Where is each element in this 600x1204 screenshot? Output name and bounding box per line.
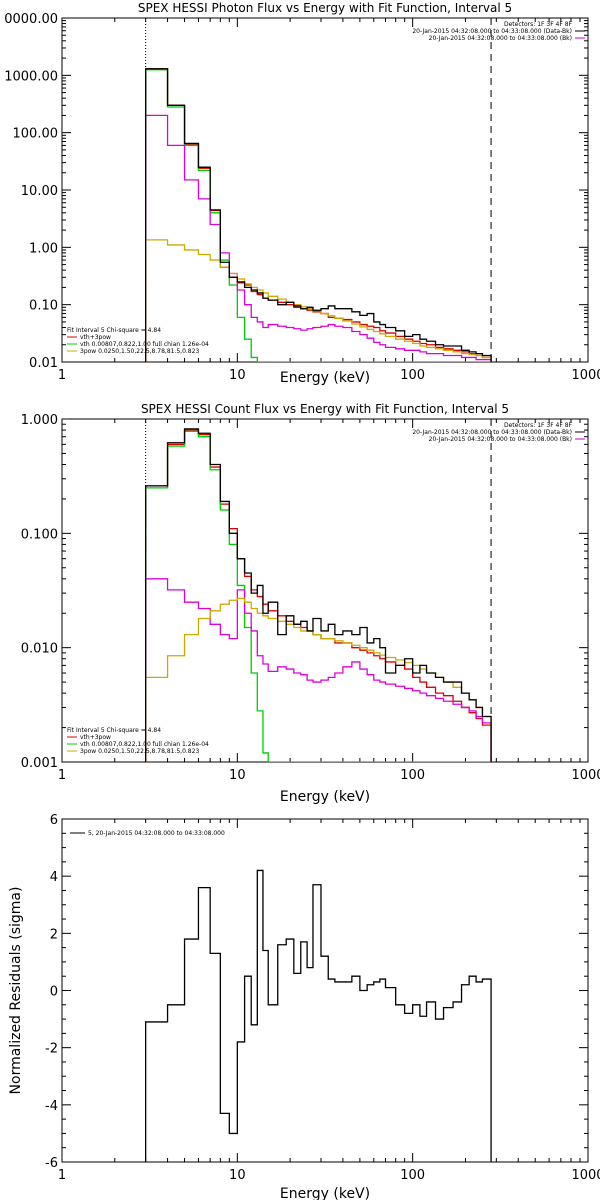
series-line-3 — [145, 114, 492, 362]
annotation-line: vth+3pow — [80, 734, 111, 741]
y-tick-label: 0.001 — [21, 756, 58, 771]
x-tick-label: 1000 — [571, 768, 600, 783]
y-tick-label: 0 — [50, 985, 58, 1000]
y-tick-label: 0.010 — [21, 642, 58, 657]
y-tick-label: -2 — [45, 1042, 58, 1057]
y-tick-label: 10.00 — [21, 184, 58, 199]
x-axis-label: Energy (keV) — [280, 789, 370, 805]
x-tick-label: 10 — [229, 768, 246, 783]
annotation-line: vth 0.00807,0.822,1.00 full chian 1.26e-… — [80, 741, 209, 748]
annotation-line: vth+3pow — [80, 334, 111, 341]
y-tick-label: -6 — [45, 1156, 58, 1171]
x-tick-label: 1 — [58, 768, 66, 783]
x-tick-label: 100 — [400, 1168, 425, 1183]
y-tick-label: 0.01 — [29, 356, 58, 371]
x-axis-label: Energy (keV) — [280, 1186, 370, 1200]
y-tick-label: 0000.00 — [4, 12, 58, 27]
series-line-0 — [145, 869, 492, 1162]
x-tick-label: 100 — [400, 768, 425, 783]
series-line-4 — [145, 239, 492, 362]
series-line-1 — [145, 429, 492, 762]
y-tick-label: 100.00 — [13, 127, 59, 142]
y-tick-label: 0.10 — [29, 299, 58, 314]
y-tick-label: 1.00 — [29, 241, 58, 256]
fit-annotation: Fit Interval 5 Chi-square = 4.84 — [67, 727, 161, 734]
y-tick-label: 4 — [50, 870, 58, 885]
series-line-2 — [145, 69, 492, 362]
series-line-0 — [145, 68, 492, 362]
series-line-3 — [145, 578, 492, 762]
x-tick-label: 1000 — [571, 1168, 600, 1183]
x-tick-label: 1 — [58, 368, 66, 383]
x-tick-label: 100 — [400, 368, 425, 383]
y-tick-label: 2 — [50, 927, 58, 942]
series-line-2 — [145, 430, 492, 762]
legend-label: 5, 20-Jan-2015 04:32:08.000 to 04:33:08.… — [88, 830, 225, 837]
header-line: 20-Jan-2015 04:32:08.000 to 04:33:08.000… — [412, 429, 572, 436]
plot-frame — [61, 17, 589, 363]
fit-annotation: Fit Interval 5 Chi-square = 4.84 — [67, 327, 161, 334]
y-tick-label: 0.100 — [21, 527, 58, 542]
series-line-1 — [145, 68, 492, 362]
series-line-4 — [145, 597, 492, 762]
y-tick-label: 1000.00 — [4, 69, 58, 84]
x-tick-label: 1000 — [571, 368, 600, 383]
x-tick-label: 10 — [229, 1168, 246, 1183]
annotation-line: 3pow 0.0250,1.50,22.5,8.78,81.5,0.823 — [80, 348, 199, 355]
chart-title: SPEX HESSI Photon Flux vs Energy with Fi… — [138, 1, 512, 15]
y-tick-label: 6 — [50, 813, 58, 828]
y-tick-label: 1.000 — [21, 413, 58, 428]
series-line-0 — [145, 428, 492, 762]
plot-frame — [61, 818, 589, 1163]
header-line: 20-Jan-2015 04:32:08.000 to 04:33:08.000… — [429, 436, 572, 443]
header-line: Detectors: 1F 3F 4F 8F — [504, 21, 573, 28]
header-line: 20-Jan-2015 04:32:08.000 to 04:33:08.000… — [429, 35, 572, 42]
annotation-line: 3pow 0.0250,1.50,22.5,8.78,81.5,0.823 — [80, 748, 199, 755]
x-tick-label: 10 — [229, 368, 246, 383]
plot-frame — [61, 418, 589, 763]
x-axis-label: Energy (keV) — [280, 370, 370, 386]
chart-title: SPEX HESSI Count Flux vs Energy with Fit… — [141, 402, 509, 416]
x-tick-label: 1 — [58, 1168, 66, 1183]
header-line: Detectors: 1F 3F 4F 8F — [504, 422, 573, 429]
header-line: 20-Jan-2015 04:32:08.000 to 04:33:08.000… — [412, 28, 572, 35]
y-axis-label: Normalized Residuals (sigma) — [8, 887, 24, 1095]
y-tick-label: -4 — [45, 1099, 58, 1114]
annotation-line: vth 0.00807,0.822,1.00 full chian 1.26e-… — [80, 341, 209, 348]
